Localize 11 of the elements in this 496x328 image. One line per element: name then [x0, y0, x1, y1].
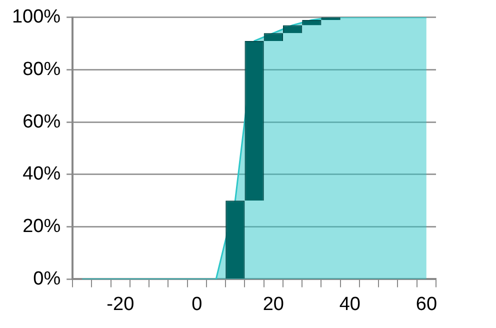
- y-tick-label: 100%: [12, 6, 61, 28]
- y-tick-label: 60%: [22, 111, 61, 132]
- y-tick-label: 40%: [22, 164, 61, 185]
- x-tick-label: 60: [416, 294, 438, 315]
- y-tick-label: 20%: [22, 216, 61, 238]
- x-tick-label: 0: [192, 294, 202, 315]
- y-tick-label: 80%: [22, 58, 61, 80]
- x-tick-label: 40: [339, 294, 360, 315]
- y-tick-label: 0%: [33, 268, 61, 290]
- x-tick-label: -20: [106, 294, 134, 315]
- x-tick-label: 20: [262, 294, 284, 315]
